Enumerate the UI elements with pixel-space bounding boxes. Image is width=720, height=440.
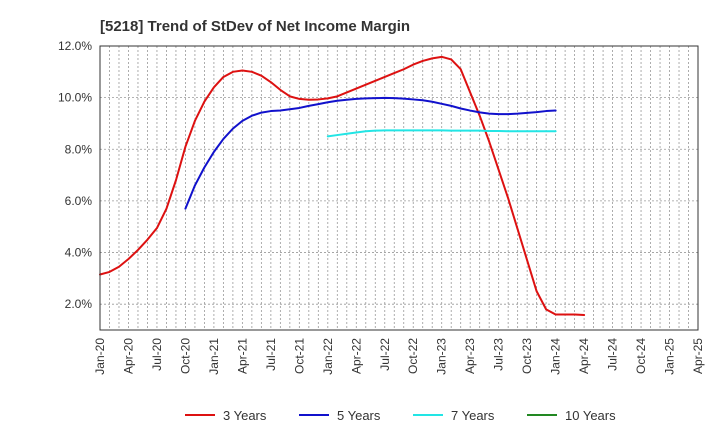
legend-label: 10 Years xyxy=(565,408,616,423)
chart-title: [5218] Trend of StDev of Net Income Marg… xyxy=(100,18,410,35)
x-tick-label: Jan-20 xyxy=(93,338,107,375)
x-tick-label: Apr-20 xyxy=(121,338,135,374)
x-tick-label: Oct-22 xyxy=(406,338,420,374)
x-tick-label: Oct-23 xyxy=(520,338,534,374)
x-tick-label: Oct-20 xyxy=(178,338,192,374)
y-tick-label: 4.0% xyxy=(65,246,93,260)
x-tick-label: Jan-23 xyxy=(435,338,449,375)
y-tick-label: 6.0% xyxy=(65,194,93,208)
x-tick-label: Oct-24 xyxy=(634,338,648,374)
x-axis: Jan-20 Apr-20 Jul-20 Oct-20 Jan-21 Apr-21 Jul-… xyxy=(93,338,705,375)
series-line-5-years xyxy=(184,96,557,210)
x-tick-label: Jul-20 xyxy=(150,338,164,371)
legend-label: 5 Years xyxy=(337,408,381,423)
x-tick-label: Jul-24 xyxy=(606,338,620,371)
plot-frame xyxy=(99,45,699,331)
series-layer xyxy=(99,55,586,317)
x-tick-label: Apr-25 xyxy=(691,338,705,374)
x-tick-label: Jul-22 xyxy=(378,338,392,371)
x-tick-label: Jan-25 xyxy=(663,338,677,375)
x-tick-label: Jan-21 xyxy=(207,338,221,375)
series-line-7-years xyxy=(326,129,557,138)
y-axis: 2.0% 4.0% 6.0% 8.0% 10.0% 12.0% xyxy=(58,39,92,311)
legend-label: 7 Years xyxy=(451,408,495,423)
x-tick-label: Apr-21 xyxy=(235,338,249,374)
x-tick-label: Jul-21 xyxy=(264,338,278,371)
x-tick-label: Apr-22 xyxy=(349,338,363,374)
y-tick-label: 12.0% xyxy=(58,39,92,53)
x-tick-label: Apr-24 xyxy=(577,338,591,374)
legend-label: 3 Years xyxy=(223,408,267,423)
x-tick-label: Jan-22 xyxy=(321,338,335,375)
x-tick-label: Jul-23 xyxy=(492,338,506,371)
series-line-3-years xyxy=(99,55,586,317)
x-tick-label: Apr-23 xyxy=(463,338,477,374)
y-tick-label: 8.0% xyxy=(65,142,93,156)
y-tick-label: 2.0% xyxy=(65,297,93,311)
x-tick-label: Oct-21 xyxy=(292,338,306,374)
y-tick-label: 10.0% xyxy=(58,91,92,105)
x-tick-label: Jan-24 xyxy=(549,338,563,375)
grid xyxy=(100,45,698,330)
legend: 3 Years 5 Years 7 Years 10 Years xyxy=(185,408,616,423)
